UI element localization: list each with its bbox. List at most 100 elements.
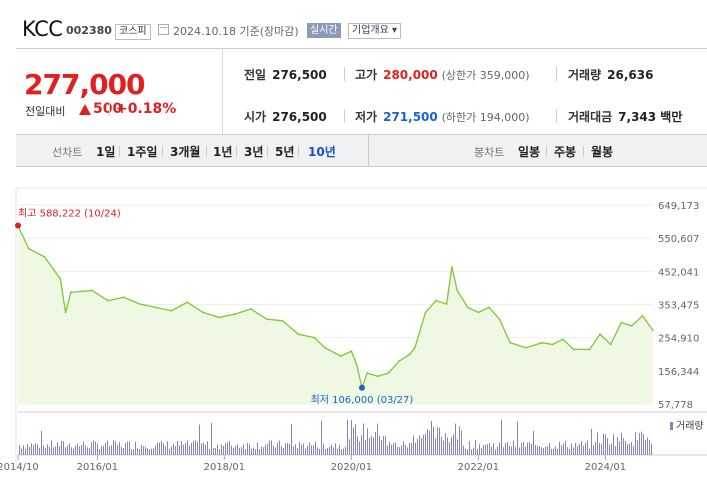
price-point — [122, 296, 125, 299]
candle-daily[interactable]: 일봉 — [518, 145, 541, 159]
price-point — [620, 321, 623, 324]
volume-bar — [343, 448, 344, 455]
period-3y[interactable]: 3년 — [244, 145, 264, 159]
line-chart-label: 선차트 — [52, 146, 83, 159]
divider — [546, 146, 547, 157]
volume-bar — [229, 441, 230, 455]
volume-bar — [197, 441, 198, 455]
price-point — [525, 346, 527, 349]
y-tick-label: 57,778 — [658, 400, 693, 411]
period-5y[interactable]: 5년 — [275, 145, 295, 159]
candle-monthly[interactable]: 월봉 — [591, 145, 614, 159]
volume-bar — [577, 446, 578, 455]
volume-bar — [97, 443, 98, 455]
volume-bar — [287, 442, 288, 455]
volume-bar — [479, 444, 480, 455]
volume-bar — [423, 434, 424, 455]
volume-bar — [233, 447, 234, 455]
volume-bar — [389, 441, 390, 455]
volume-bar — [559, 441, 560, 455]
candle-weekly[interactable]: 주봉 — [554, 145, 577, 159]
low-price: 저가 271,500 (하한가 194,000) — [355, 108, 530, 125]
volume-bar — [173, 443, 174, 455]
divider — [298, 146, 299, 157]
volume-bar — [607, 438, 608, 455]
volume-bar — [399, 447, 400, 455]
volume-bar — [605, 434, 606, 455]
period-1w[interactable]: 1주일 — [127, 145, 158, 159]
volume-bar — [309, 442, 310, 455]
volume-bar — [213, 448, 214, 455]
volume-bar — [243, 444, 244, 455]
volume-bar — [163, 443, 164, 455]
volume-bar — [477, 449, 478, 455]
volume-bar — [63, 441, 64, 455]
volume-bar — [359, 441, 360, 455]
change-rate: +0.18% — [116, 101, 177, 117]
volume-bar — [553, 448, 554, 455]
volume-bar — [223, 445, 224, 455]
realtime-button[interactable]: 실시간 — [307, 23, 341, 38]
volume-bar — [555, 446, 556, 455]
divider — [583, 146, 584, 157]
price-point — [202, 311, 205, 314]
y-tick-label: 649,173 — [658, 201, 699, 212]
volume-bar — [155, 445, 156, 455]
volume-bar — [187, 440, 188, 455]
volume-bar — [43, 445, 44, 455]
period-3m[interactable]: 3개월 — [170, 145, 201, 159]
volume-bar — [407, 447, 408, 455]
volume-bar — [635, 432, 636, 455]
divider — [109, 102, 110, 116]
price-point — [609, 343, 612, 346]
price-point — [313, 336, 316, 339]
corp-info-dropdown[interactable]: 기업개요 ▾ — [348, 23, 401, 39]
volume-bar — [147, 448, 148, 455]
volume-legend-label: 거래량 — [676, 420, 704, 432]
x-tick-label: 2020/01 — [331, 462, 373, 473]
prev-close: 전일 276,500 — [244, 66, 327, 83]
volume-bar — [367, 428, 368, 455]
volume-bar — [303, 443, 304, 455]
volume-bar — [109, 446, 110, 455]
open-value: 276,500 — [272, 110, 327, 124]
volume-bar — [281, 446, 282, 455]
volume-bar — [299, 441, 300, 455]
volume-bar — [417, 438, 418, 455]
volume-bar — [57, 442, 58, 455]
price-point — [451, 266, 453, 268]
volume-bar — [141, 444, 142, 455]
volume-bar — [65, 447, 66, 455]
price-point — [27, 247, 30, 250]
volume-bar — [251, 448, 252, 455]
calendar-icon — [158, 24, 169, 35]
volume-bar — [105, 442, 106, 455]
volume-bar — [545, 446, 546, 455]
volume-bar — [535, 445, 536, 455]
high-price: 고가 280,000 (상한가 359,000) — [355, 66, 530, 83]
volume-bar — [431, 420, 432, 455]
volume-bar — [129, 441, 130, 455]
volume-bar — [465, 448, 466, 455]
period-10y[interactable]: 10년 — [308, 145, 336, 159]
volume-bar — [353, 427, 354, 455]
period-1d[interactable]: 1일 — [96, 145, 116, 159]
volume-bar — [239, 447, 240, 455]
volume-bar — [143, 446, 144, 455]
volume-bar — [497, 446, 498, 455]
volume-bar — [557, 448, 558, 455]
volume-bar — [599, 442, 600, 455]
volume-bar — [73, 448, 74, 455]
volume-bar — [127, 441, 128, 455]
volume-bar — [291, 423, 292, 455]
volume-bar — [509, 445, 510, 455]
volume-bar — [245, 449, 246, 455]
volume-bar — [131, 449, 132, 455]
volume-bar — [237, 444, 238, 455]
volume-bar — [167, 441, 168, 455]
volume-bar — [569, 448, 570, 455]
period-1y[interactable]: 1년 — [213, 145, 233, 159]
volume-bar — [527, 442, 528, 455]
lower-limit: (하한가 194,000) — [441, 111, 530, 124]
divider — [16, 48, 707, 49]
